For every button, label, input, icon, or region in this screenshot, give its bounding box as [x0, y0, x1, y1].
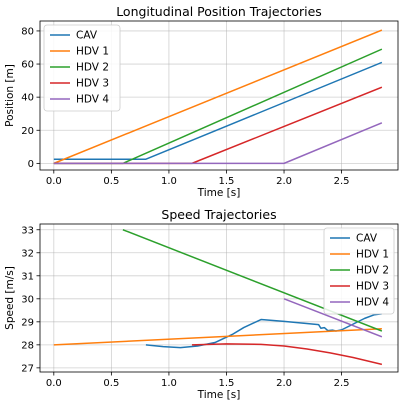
x-tick-label: 1.5	[219, 378, 235, 389]
series-line-hdv-1	[53, 29, 383, 165]
chart-title: Longitudinal Position Trajectories	[116, 4, 322, 19]
y-tick-label: 33	[21, 225, 34, 236]
x-tick-label: 1.0	[161, 378, 177, 389]
legend-label-hdv-4: HDV 4	[76, 94, 109, 106]
x-tick-label: 1.5	[219, 176, 235, 187]
x-tick-label: 2.0	[276, 378, 292, 389]
y-tick-label: 32	[21, 248, 34, 259]
y-axis-label: Speed [m/s]	[4, 266, 16, 330]
series-line-hdv-4	[53, 122, 383, 165]
x-tick-label: 1.0	[161, 176, 177, 187]
x-tick-label: 2.5	[334, 176, 350, 187]
x-tick-label: 0.0	[46, 378, 62, 389]
y-tick-label: 80	[21, 26, 34, 37]
y-tick-label: 40	[21, 93, 34, 104]
x-axis-label: Time [s]	[197, 389, 241, 401]
axes-frame	[39, 20, 399, 171]
y-tick-label: 0	[28, 159, 34, 170]
x-axis-label: Time [s]	[197, 187, 241, 199]
legend-label-cav: CAV	[356, 233, 378, 245]
legend-label-hdv-4: HDV 4	[356, 297, 389, 309]
legend-label-hdv-2: HDV 2	[76, 62, 109, 74]
series-line-hdv-4	[283, 298, 383, 338]
legend-label-hdv-1: HDV 1	[76, 46, 109, 58]
x-tick-label: 2.5	[334, 378, 350, 389]
series-line-hdv-3	[191, 343, 383, 366]
legend-label-hdv-1: HDV 1	[356, 249, 389, 261]
legend-label-hdv-2: HDV 2	[356, 265, 389, 277]
legend-label-cav: CAV	[76, 30, 98, 42]
series-line-hdv-1	[53, 327, 382, 346]
series-group	[53, 29, 383, 165]
y-tick-label: 28	[21, 340, 34, 351]
y-tick-label: 31	[21, 271, 34, 282]
legend-label-hdv-3: HDV 3	[76, 78, 109, 90]
x-tick-label: 2.0	[276, 176, 292, 187]
y-tick-label: 27	[21, 363, 34, 374]
series-line-cav	[53, 61, 383, 160]
axes-frame	[39, 223, 399, 373]
y-tick-label: 30	[21, 294, 34, 305]
y-tick-label: 20	[21, 126, 34, 137]
legend-box	[323, 227, 395, 315]
x-tick-label: 0.5	[103, 378, 119, 389]
legend: CAV HDV 1 HDV 2 HDV 3 HDV 4	[323, 227, 395, 315]
legend-label-hdv-3: HDV 3	[356, 281, 389, 293]
x-tick-label: 0.5	[103, 176, 119, 187]
chart-1: 0.0 0.5 1.0 1.5 2.0 2.5 0 20 40 60 80 Longitudinal …	[4, 4, 399, 199]
legend-box	[43, 24, 121, 112]
y-axis-label: Position [m]	[4, 64, 16, 127]
y-tick-label: 29	[21, 317, 34, 328]
legend: CAV HDV 1 HDV 2 HDV 3 HDV 4	[43, 24, 121, 112]
chart-title: Speed Trajectories	[161, 207, 276, 222]
x-tick-label: 0.0	[46, 176, 62, 187]
chart-2: 0.0 0.5 1.0 1.5 2.0 2.5 27 28 29 30 31 32 33 Speed Tr…	[4, 207, 399, 401]
y-tick-label: 60	[21, 60, 34, 71]
